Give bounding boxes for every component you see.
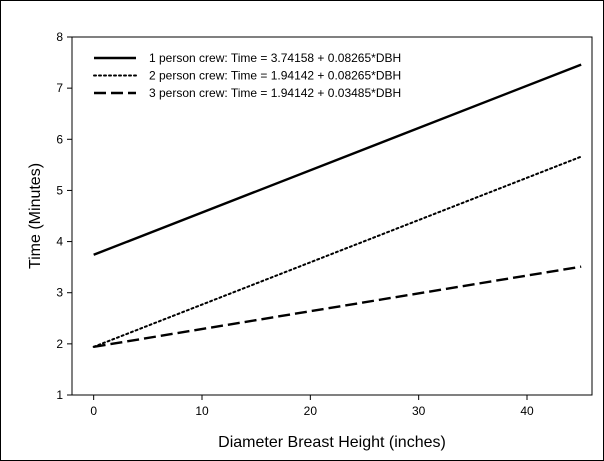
x-axis-title: Diameter Breast Height (inches) [218,434,446,451]
y-tick-label: 5 [56,183,63,197]
x-tick-label: 30 [412,404,426,418]
y-tick-label: 1 [56,388,63,402]
x-tick-label: 20 [304,404,318,418]
series-line-1 [93,63,582,256]
y-axis-title: Time (Minutes) [27,163,44,269]
x-tick-label: 10 [195,404,209,418]
y-tick-label: 4 [56,235,63,249]
legend: 1 person crew: Time = 3.74158 + 0.08265*… [93,51,401,100]
plot-area [71,36,593,396]
x-axis: 0 10 20 30 40 [90,395,534,418]
y-tick-label: 3 [56,286,63,300]
legend-label-2: 2 person crew: Time = 1.94142 + 0.08265*… [149,69,401,83]
y-axis: 1 2 3 4 5 6 7 8 [56,30,72,402]
y-tick-label: 6 [56,132,63,146]
y-tick-label: 8 [56,30,63,44]
x-tick-label: 0 [90,404,97,418]
series-line-3 [93,265,582,349]
y-tick-label: 2 [56,337,63,351]
legend-label-1: 1 person crew: Time = 3.74158 + 0.08265*… [149,51,401,65]
x-tick-label: 40 [520,404,534,418]
legend-label-3: 3 person crew: Time = 1.94142 + 0.03485*… [149,86,401,100]
series-line-2 [92,155,583,348]
y-tick-label: 7 [56,81,63,95]
series-lines [92,63,583,349]
